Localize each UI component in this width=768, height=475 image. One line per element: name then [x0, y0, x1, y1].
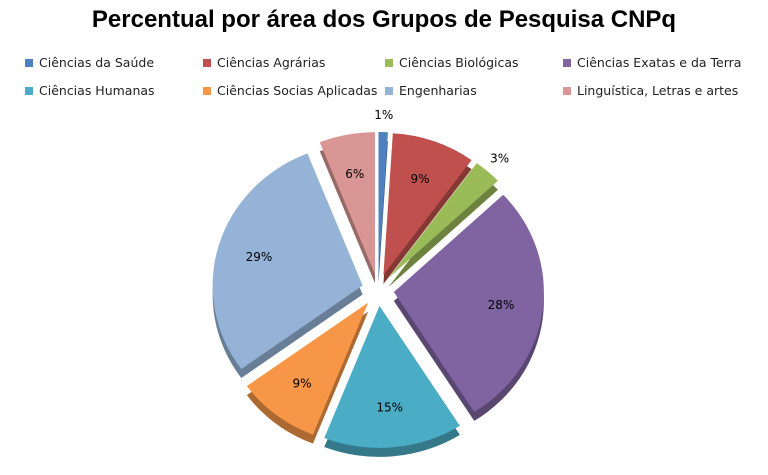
legend-item: Ciências da Saúde	[25, 55, 154, 70]
legend-item: Engenharias	[385, 83, 477, 98]
legend-label: Ciências Socias Aplicadas	[217, 83, 378, 98]
legend-item: Ciências Biológicas	[385, 55, 519, 70]
pie-slice[interactable]	[393, 194, 544, 412]
legend-label: Engenharias	[399, 83, 477, 98]
pie-slice[interactable]	[324, 305, 460, 448]
chart-title: Percentual por área dos Grupos de Pesqui…	[91, 6, 677, 33]
data-label: 9%	[292, 376, 311, 390]
legend-swatch	[203, 86, 211, 95]
legend-item: Ciências Agrárias	[203, 55, 325, 70]
pie-slice[interactable]	[378, 132, 388, 275]
legend-swatch	[385, 86, 393, 95]
legend-item: Ciências Exatas e da Terra	[563, 55, 741, 70]
data-label: 9%	[410, 172, 429, 186]
legend-swatch	[563, 86, 571, 95]
pie-slice[interactable]	[383, 133, 472, 275]
legend-label: Linguística, Letras e artes	[577, 83, 739, 98]
legend-label: Ciências Biológicas	[399, 55, 519, 70]
legend-swatch	[563, 58, 571, 67]
legend-swatch	[385, 58, 393, 67]
legend-swatch	[203, 58, 211, 67]
data-label: 3%	[490, 152, 509, 166]
pie-slice[interactable]	[212, 153, 363, 370]
data-label: 6%	[345, 167, 364, 181]
legend-label: Ciências Humanas	[39, 83, 155, 98]
legend-item: Ciências Humanas	[25, 83, 155, 98]
pie-slice[interactable]	[319, 132, 376, 275]
pie-slice[interactable]	[246, 302, 369, 435]
legend-label: Ciências da Saúde	[39, 55, 155, 70]
legend-label: Ciências Exatas e da Terra	[577, 55, 742, 70]
legend-swatch	[25, 58, 33, 67]
legend-label: Ciências Agrárias	[217, 55, 326, 70]
data-label: 1%	[374, 108, 393, 122]
legend-item: Linguística, Letras e artes	[563, 83, 738, 98]
data-label: 15%	[376, 401, 403, 415]
data-label: 29%	[246, 250, 273, 264]
legend-item: Ciências Socias Aplicadas	[203, 83, 377, 98]
legend-swatch	[25, 86, 33, 95]
pie-slice[interactable]	[388, 163, 498, 278]
data-label: 28%	[488, 298, 515, 312]
